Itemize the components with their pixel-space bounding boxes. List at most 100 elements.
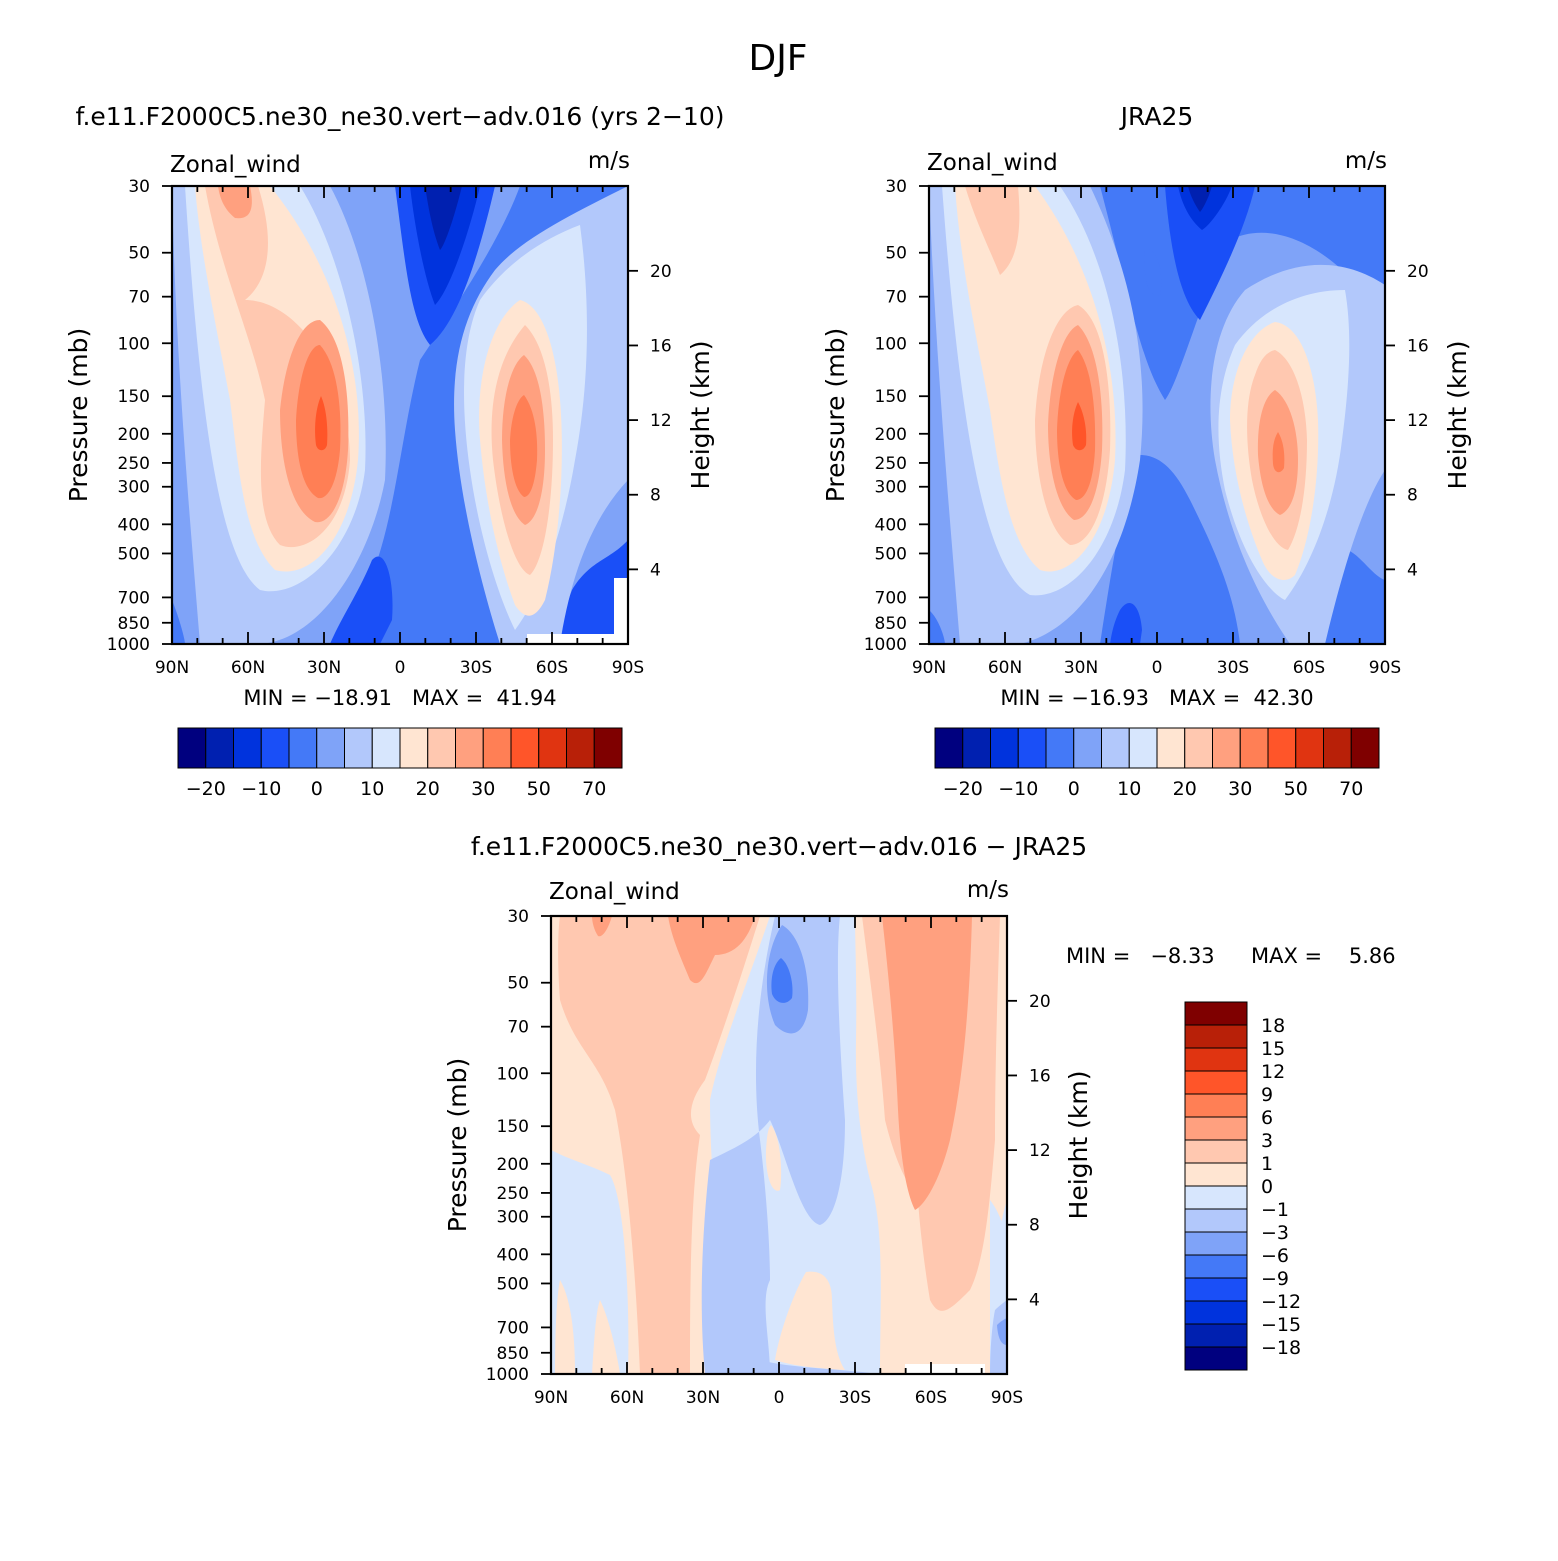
y2-tick-label: 20 (650, 262, 672, 282)
contour-fill-80 (882, 916, 972, 1210)
y-tick-label: 300 (118, 478, 150, 498)
y2-tick-label: 16 (1407, 336, 1429, 356)
x-tick-label: 60S (1293, 658, 1325, 678)
colorbar-label: −1 (1261, 1199, 1289, 1221)
y2-tick-label: 8 (1029, 1216, 1040, 1236)
y-axis-label: Pressure (mb) (443, 1058, 472, 1232)
x-tick-label: 0 (774, 1388, 785, 1408)
missing-data-mask (527, 634, 615, 644)
colorbar-swatch (1184, 1300, 1248, 1325)
y-tick-label: 30 (507, 907, 529, 927)
colorbar-swatch (1045, 727, 1075, 769)
y-tick-label: 200 (875, 425, 907, 445)
colorbar-swatch (1184, 1047, 1248, 1072)
units-label: m/s (967, 877, 1009, 903)
colorbar-swatch (177, 727, 207, 769)
y-tick-label: 30 (885, 177, 907, 197)
contour-fill-25 (558, 916, 760, 1374)
contour-fill-85 (1072, 402, 1087, 451)
colorbar-label: −3 (1261, 1222, 1289, 1244)
contour-fill-30 (1110, 602, 1142, 644)
colorbar-swatch (1184, 1208, 1248, 1233)
contour-fill-20 (592, 1300, 620, 1374)
y-tick-label: 50 (507, 974, 529, 994)
colorbar-label: −6 (1261, 1245, 1289, 1267)
y2-axis-label: Height (km) (686, 341, 715, 490)
contour-fill-20 (1178, 186, 1232, 230)
colorbar-label: 12 (1261, 1061, 1285, 1083)
plot-axes: 90N 60N 30N 0 30S 60S 90S 30 50 70 100 150 200 250 300… (486, 907, 1051, 1408)
contour-fill-15 (410, 186, 480, 305)
colorbar-label: −10 (998, 778, 1038, 800)
y-tick-label: 1000 (107, 635, 150, 655)
contour-fill-60 (775, 1271, 845, 1370)
contour-fill-115 (1272, 432, 1285, 473)
colorbar-label: −20 (943, 778, 983, 800)
x-tick-label: 30N (686, 1388, 720, 1408)
y-tick-label: 250 (118, 454, 150, 474)
y2-tick-label: 4 (1407, 560, 1418, 580)
y-tick-label: 500 (875, 544, 907, 564)
colorbar-label: 10 (360, 778, 384, 800)
y-tick-label: 250 (497, 1184, 529, 1204)
x-tick-label: 60S (536, 658, 568, 678)
x-tick-label: 30S (839, 1388, 871, 1408)
colorbar-label: 50 (527, 778, 551, 800)
y-tick-label: 700 (875, 588, 907, 608)
colorbar-label: 0 (1261, 1176, 1273, 1198)
colorbar-swatch (1184, 1116, 1248, 1141)
colorbar-label: −12 (1261, 1291, 1301, 1313)
colorbar-swatch (233, 727, 262, 769)
colorbar-label: 6 (1261, 1107, 1273, 1129)
contour-fill-95 (997, 1318, 1007, 1345)
colorbar-swatch (1184, 1277, 1248, 1302)
y-axis-label: Pressure (mb) (64, 328, 93, 502)
variable-label: Zonal_wind (927, 150, 1058, 176)
colorbar-swatch (399, 727, 429, 769)
axis-ticks: 90N 60N 30N 0 30S 60S 90S 30 50 70 100 150 200 250 300… (486, 907, 1051, 1408)
colorbar-label: 30 (1228, 778, 1252, 800)
y-tick-label: 70 (885, 288, 907, 308)
x-tick-label: 90S (991, 1388, 1023, 1408)
variable-label: Zonal_wind (170, 152, 301, 178)
colorbar: −20 −10 0 10 20 30 50 70 (934, 727, 1380, 800)
contour-fill-75 (315, 396, 328, 451)
colorbar-label: −10 (241, 778, 281, 800)
axis-ticks: 90N 60N 30N 0 30S 60S 90S 30 50 70 100 150 200 250 300… (107, 177, 672, 678)
y-tick-label: 100 (497, 1064, 529, 1084)
y2-tick-label: 16 (1029, 1066, 1051, 1086)
colorbar-swatch (1184, 1162, 1248, 1187)
y-axis-label: Pressure (mb) (821, 328, 850, 502)
panel-reanalysis: JRA25 Zonal_wind m/s (821, 102, 1472, 800)
colorbar-label: 20 (1173, 778, 1197, 800)
colorbar-swatch (316, 727, 345, 769)
colorbar-swatch (1184, 1323, 1248, 1348)
y-tick-label: 70 (507, 1018, 529, 1038)
contour-fill-105 (510, 395, 538, 497)
colorbar-swatch (371, 727, 401, 769)
colorbar-swatch (1017, 727, 1047, 769)
contour-fill-60 (218, 186, 252, 219)
colorbar-swatch (482, 727, 512, 769)
colorbar-label: 50 (1284, 778, 1308, 800)
contour-fill-15 (1165, 186, 1255, 320)
colorbar-label: −20 (186, 778, 226, 800)
y-tick-label: 50 (128, 244, 150, 264)
y2-tick-label: 12 (1029, 1141, 1051, 1161)
y-tick-label: 250 (875, 454, 907, 474)
y-tick-label: 850 (875, 614, 907, 634)
colorbar-label: 1 (1261, 1153, 1273, 1175)
contour-fill-30 (592, 916, 612, 937)
y2-tick-label: 20 (1029, 992, 1051, 1012)
y-tick-label: 50 (885, 244, 907, 264)
colorbar-swatch (1267, 727, 1297, 769)
colorbar-swatch (344, 727, 373, 769)
colorbar-swatch (1212, 727, 1241, 769)
y2-tick-label: 8 (650, 486, 661, 506)
panel-title: f.e11.F2000C5.ne30_ne30.vert−adv.016 (yr… (76, 102, 725, 131)
contour-fill-15 (555, 1280, 575, 1374)
y-tick-label: 400 (497, 1245, 529, 1265)
colorbar: −20 −10 0 10 20 30 50 70 (177, 727, 623, 800)
colorbar-swatch (260, 727, 290, 769)
contour-fill-35 (172, 600, 185, 644)
